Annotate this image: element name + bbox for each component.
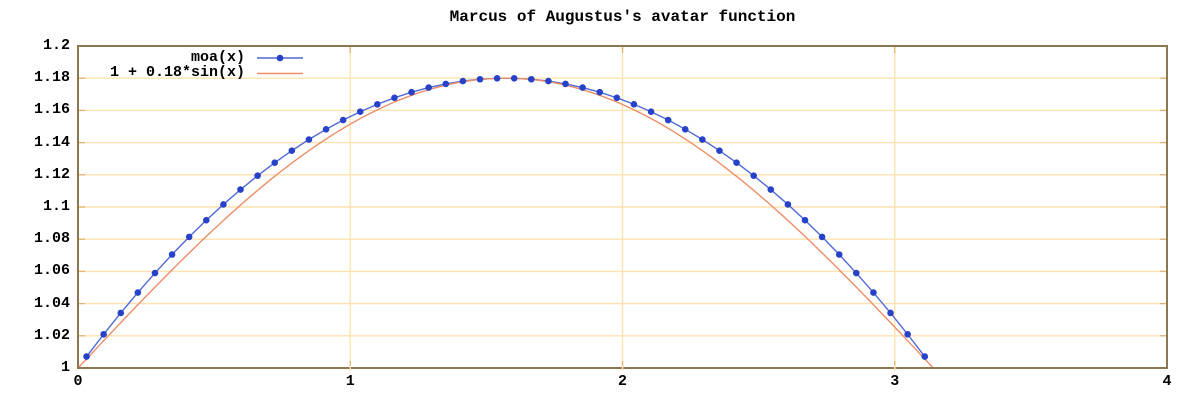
series-moa-point [647, 108, 655, 116]
y-tick-label: 1 [60, 359, 70, 376]
series-moa-point [220, 201, 227, 208]
x-tick-label: 0 [73, 373, 83, 390]
series-moa-point [664, 116, 672, 124]
series-moa-point [853, 269, 860, 277]
y-tick-label: 1.16 [33, 101, 70, 119]
chart-title: Marcus of Augustus's avatar function [449, 8, 796, 26]
series-moa-point [630, 100, 638, 108]
series-moa-point [562, 80, 569, 88]
y-tick-label: 1.06 [33, 262, 70, 280]
x-tick-label: 3 [890, 373, 900, 390]
series-moa-point [254, 172, 261, 179]
y-tick-label: 1.18 [33, 69, 70, 87]
series-moa-point [134, 289, 142, 296]
series-moa-point [442, 80, 450, 88]
series-moa-point [237, 186, 244, 193]
series-moa-point [784, 201, 792, 208]
series-moa-point [613, 94, 621, 102]
series-moa-point [83, 353, 90, 360]
series-moa-point [339, 116, 347, 124]
y-tick-label: 1.1 [42, 198, 70, 215]
x-tick-label: 2 [617, 373, 627, 390]
series-moa-point [476, 75, 484, 83]
series-moa-point [699, 136, 706, 143]
series-moa-point [887, 309, 894, 317]
series-moa-point [510, 74, 518, 82]
series-moa-point [408, 88, 415, 96]
series-moa-point [596, 88, 604, 96]
series-sin-line [77, 77, 934, 369]
series-moa-point [271, 159, 279, 167]
series-moa-point [117, 309, 125, 317]
series-moa-point [545, 77, 552, 85]
series-moa-point [818, 233, 826, 241]
series-moa-point [288, 147, 296, 154]
series-moa-point [100, 330, 107, 338]
series-moa-point [870, 289, 877, 296]
series-moa-point [185, 233, 193, 241]
series-moa-point [767, 186, 775, 193]
legend-label-sin: 1 + 0.18*sin(x) [109, 64, 245, 81]
y-tick-label: 1.12 [33, 165, 70, 183]
y-tick-label: 1.14 [33, 133, 70, 151]
series-moa-point [151, 269, 159, 277]
y-tick-label: 1.02 [33, 326, 70, 344]
series-moa-point [835, 251, 843, 258]
series-moa-point [356, 108, 364, 116]
series-moa-point [374, 100, 381, 108]
series-moa-point [750, 172, 757, 179]
series-moa-point [904, 330, 911, 338]
series-moa-point [733, 159, 740, 167]
x-tick-label: 4 [1162, 373, 1172, 390]
series-moa-point [921, 353, 929, 360]
legend-label-moa: moa(x) [190, 49, 245, 66]
series-moa-point [459, 77, 467, 85]
y-tick-label: 1.08 [33, 230, 70, 248]
series-moa-point [425, 84, 432, 91]
series-moa-point [493, 74, 501, 82]
series-moa-point [322, 126, 330, 133]
series-moa-point [527, 75, 535, 83]
series-moa-point [305, 136, 313, 143]
y-tick-label: 1.2 [42, 37, 70, 54]
series-moa-point [391, 94, 398, 102]
series-moa-line [85, 77, 926, 357]
series-moa-point [168, 251, 176, 258]
y-tick-label: 1.04 [33, 294, 70, 312]
series-moa-point [202, 216, 210, 224]
series-moa-point [579, 84, 586, 91]
series-moa-point [681, 126, 689, 133]
series-moa-point [716, 147, 723, 154]
legend-marker-moa [276, 54, 284, 62]
series-moa-point [801, 216, 809, 224]
x-tick-label: 1 [345, 373, 355, 390]
